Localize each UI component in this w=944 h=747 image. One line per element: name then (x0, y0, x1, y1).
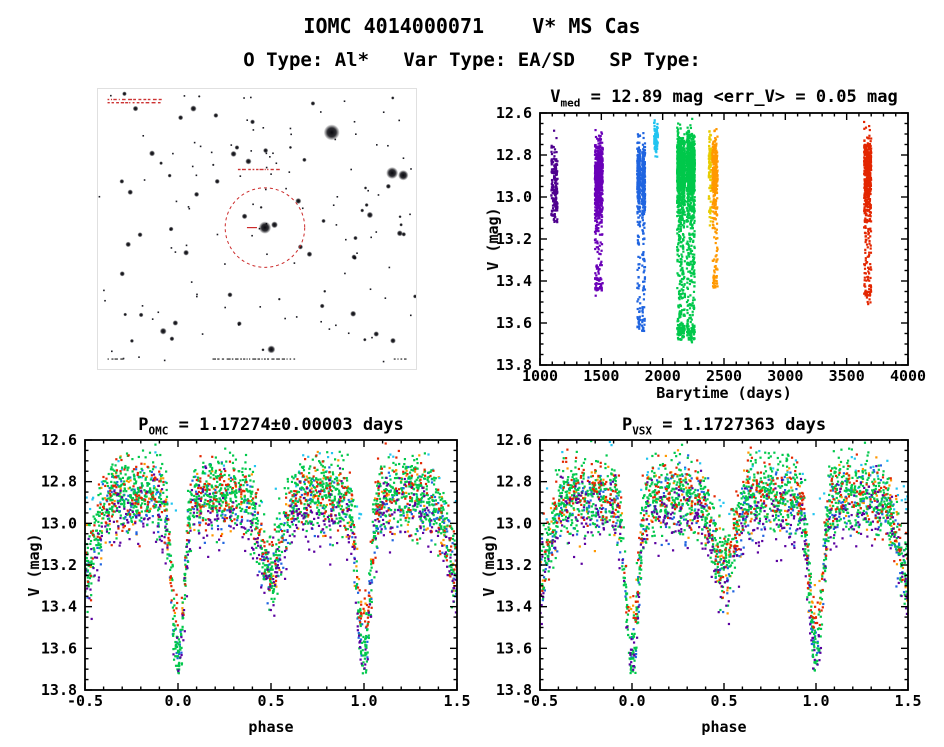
folded-omc-canvas (0, 413, 486, 747)
page-subtitle: O Type: Al* Var Type: EA/SD SP Type: (243, 49, 701, 71)
title-text: = 1.17274±0.00003 days (168, 415, 404, 435)
y-axis-label: V (mag) (484, 207, 502, 271)
title-text: P (621, 415, 633, 435)
y-axis-label: V (mag) (480, 533, 498, 597)
title-text: = 12.89 mag <err_V> = 0.05 mag (580, 87, 898, 107)
lightcurve-canvas (455, 85, 941, 410)
y-axis-label: V (mag) (25, 533, 43, 597)
page-title: IOMC 4014000071 V* MS Cas (303, 14, 641, 38)
lightcurve-title: Vmed = 12.89 mag <err_V> = 0.05 mag (550, 87, 897, 109)
x-axis-label: Barytime (days) (656, 384, 792, 402)
finding-chart-image (97, 88, 417, 370)
folded-vsx-title: PVSX = 1.1727363 days (622, 415, 826, 437)
x-axis-label: phase (248, 718, 294, 736)
title-text: P (138, 415, 149, 435)
title-text: = 1.1727363 days (652, 415, 827, 435)
folded-omc-plot: POMC = 1.17274±0.00003 days phase V (mag… (0, 413, 486, 747)
folded-omc-title: POMC = 1.17274±0.00003 days (138, 415, 404, 437)
lightcurve-plot: Vmed = 12.89 mag <err_V> = 0.05 mag Bary… (455, 85, 941, 410)
title-text: V (550, 87, 561, 107)
title-subscript: VSX (632, 424, 653, 438)
title-subscript: OMC (148, 424, 169, 438)
title-subscript: med (560, 96, 581, 110)
folded-vsx-canvas (455, 413, 941, 747)
x-axis-label: phase (701, 718, 747, 736)
finding-chart-canvas (98, 89, 416, 369)
folded-vsx-plot: PVSX = 1.1727363 days phase V (mag) (455, 413, 941, 747)
